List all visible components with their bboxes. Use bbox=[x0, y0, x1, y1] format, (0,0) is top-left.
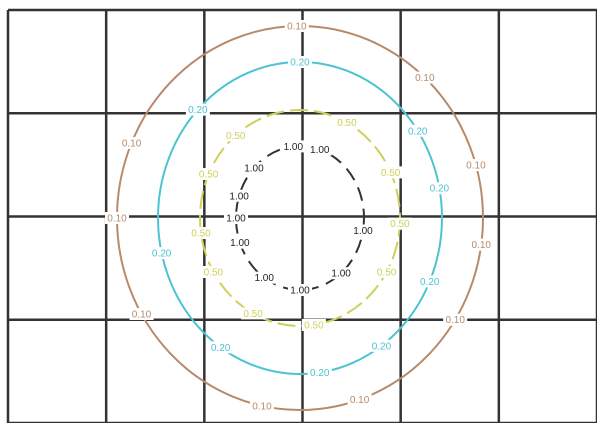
contour-label-background bbox=[347, 393, 372, 406]
contour-label: 0.10 bbox=[471, 240, 491, 251]
contour-labels: 0.10 0.10 0.10 0.10 0.10 0.10 0.10 0.10 0.10 0.10… bbox=[105, 20, 494, 412]
contour-label: 1.00 bbox=[229, 191, 249, 202]
contour-label-background bbox=[334, 116, 359, 129]
contour-label-background bbox=[281, 140, 306, 153]
contour-label: 0.50 bbox=[304, 320, 324, 331]
contour-label: 1.00 bbox=[331, 269, 351, 280]
contour-label-background bbox=[252, 271, 277, 284]
contour-label: 1.00 bbox=[284, 142, 304, 153]
contour-label-background bbox=[284, 20, 309, 33]
contour-label-background bbox=[149, 247, 174, 260]
contour-label-background bbox=[329, 267, 354, 280]
contour-label-background bbox=[188, 227, 213, 240]
contour-label-background bbox=[201, 266, 226, 278]
contour-label-background bbox=[227, 236, 252, 249]
contour-label: 0.50 bbox=[377, 268, 397, 279]
contour-label: 1.00 bbox=[353, 226, 373, 237]
contour-label-background bbox=[405, 124, 430, 137]
contour-label: 0.20 bbox=[310, 368, 330, 379]
contour-label-background bbox=[185, 103, 210, 116]
contour-label: 1.00 bbox=[310, 145, 330, 156]
contour-label: 0.10 bbox=[122, 138, 142, 149]
contour-label-background bbox=[369, 339, 394, 352]
contour-label: 0.50 bbox=[191, 229, 211, 240]
contour-label-background bbox=[227, 189, 252, 202]
contour-label: 0.10 bbox=[415, 73, 435, 84]
contour-label: 0.10 bbox=[466, 161, 486, 172]
contour-label: 0.20 bbox=[372, 341, 392, 352]
contour-label: 0.10 bbox=[287, 22, 307, 33]
contour-label-background bbox=[129, 308, 154, 320]
contour-label-background bbox=[105, 212, 129, 224]
contour-label: 0.50 bbox=[390, 219, 410, 230]
contour-label-background bbox=[241, 161, 266, 174]
contour-label: 0.50 bbox=[226, 131, 246, 142]
contour-label: 0.20 bbox=[152, 249, 172, 260]
contour-label: 1.00 bbox=[226, 214, 246, 225]
contour-label: 0.20 bbox=[408, 126, 428, 137]
contour-label-background bbox=[387, 217, 412, 230]
contour-label: 0.20 bbox=[188, 105, 208, 116]
contour-label-background bbox=[241, 307, 266, 320]
contour-label: 0.20 bbox=[211, 343, 231, 354]
contour-label: 0.50 bbox=[243, 309, 263, 320]
contour-label-background bbox=[307, 143, 332, 156]
contour-label-background bbox=[443, 313, 468, 326]
contour-label: 0.50 bbox=[381, 168, 401, 179]
contour-label: 0.10 bbox=[132, 310, 152, 321]
contour-label: 0.10 bbox=[252, 401, 272, 412]
contour-label: 0.20 bbox=[420, 277, 440, 288]
contour-label-background bbox=[378, 166, 403, 179]
contour-label-background bbox=[307, 366, 332, 379]
contour-label: 1.00 bbox=[244, 163, 264, 174]
contour-label-background bbox=[288, 56, 312, 68]
contour-label-background bbox=[351, 224, 376, 237]
contour-label: 0.50 bbox=[204, 268, 224, 279]
contour-label-background bbox=[469, 238, 494, 251]
contour-label-background bbox=[288, 284, 312, 296]
contour-label-background bbox=[119, 136, 144, 149]
contour-label-background bbox=[412, 71, 437, 84]
contour-label: 0.50 bbox=[199, 170, 219, 181]
contour-label-background bbox=[208, 341, 233, 354]
contour-label: 0.10 bbox=[107, 214, 127, 225]
contour-label: 0.20 bbox=[430, 184, 450, 195]
contour-label: 0.50 bbox=[337, 118, 357, 129]
contour-label: 0.10 bbox=[350, 395, 370, 406]
contour-label: 1.00 bbox=[290, 286, 310, 297]
contour-label: 1.00 bbox=[254, 273, 274, 284]
contour-label-background bbox=[223, 129, 248, 142]
contour-label-background bbox=[463, 159, 488, 172]
contour-label-background bbox=[196, 168, 221, 181]
contour-label-background bbox=[417, 275, 442, 288]
contour-label-background bbox=[301, 318, 326, 331]
contour-label-background bbox=[427, 182, 452, 195]
contour-label-background bbox=[224, 212, 248, 224]
contour-label-background bbox=[249, 399, 274, 412]
contour-label: 0.10 bbox=[445, 315, 465, 326]
contour-label: 1.00 bbox=[230, 238, 250, 249]
contour-label-background bbox=[374, 266, 399, 278]
contour-label: 0.20 bbox=[290, 58, 310, 69]
